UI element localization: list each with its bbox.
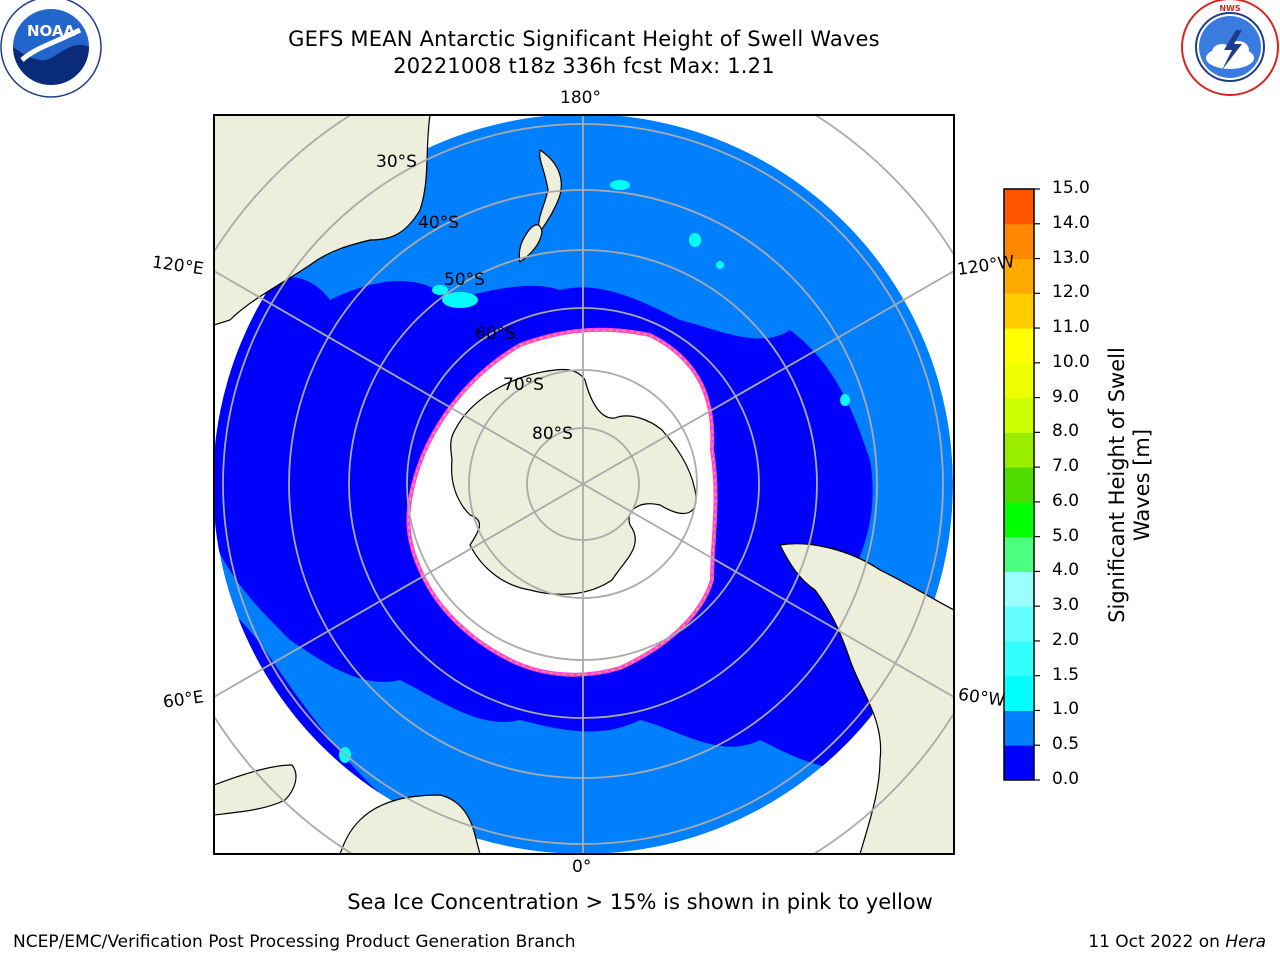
- footer-date: 11 Oct 2022 on Hera: [1088, 932, 1266, 952]
- map-frame: [213, 114, 955, 855]
- colorbar-title-line1: Significant Height of Swell: [1105, 347, 1129, 623]
- colorbar-title: Significant Height of Swell Waves [m]: [1105, 320, 1155, 650]
- chart-subtitle: 20221008 t18z 336h fcst Max: 1.21: [393, 54, 775, 78]
- colorbar-segment-8: [1004, 467, 1034, 503]
- footer-date-text: 11 Oct 2022 on: [1088, 932, 1226, 952]
- lon-label-180: 180°: [560, 88, 601, 108]
- lat-label-80s: 80°S: [532, 424, 573, 444]
- colorbar-segment-0: [1004, 745, 1034, 781]
- colorbar-tick-label: 7.0: [1052, 456, 1080, 477]
- colorbar-segment-10: [1004, 397, 1034, 433]
- colorbar-tick-label: 4.0: [1052, 560, 1080, 581]
- colorbar-segment-13: [1004, 293, 1034, 329]
- colorbar-segment-16: [1004, 189, 1034, 225]
- lon-label-0: 0°: [572, 857, 592, 877]
- colorbar-tick-label: 9.0: [1052, 386, 1080, 407]
- lat-label-60s: 60°S: [475, 324, 516, 344]
- colorbar-tick-label: 3.0: [1052, 595, 1080, 616]
- colorbar-segment-9: [1004, 432, 1034, 468]
- antarctica-landmass: [450, 368, 697, 595]
- colorbar-segment-14: [1004, 258, 1034, 294]
- colorbar-segment-1: [1004, 710, 1034, 746]
- footer-host: Hera: [1225, 932, 1266, 952]
- colorbar-tick-label: 10.0: [1052, 351, 1090, 372]
- lat-label-40s: 40°S: [418, 213, 459, 233]
- noaa-logo: NOAA: [0, 0, 102, 98]
- colorbar-tick-label: 6.0: [1052, 490, 1080, 511]
- colorbar-segment-2: [1004, 675, 1034, 711]
- colorbar-tick-label: 12.0: [1052, 282, 1090, 303]
- colorbar-tick-label: 0.5: [1052, 734, 1080, 755]
- colorbar: [1004, 188, 1040, 781]
- colorbar-tick-label: 8.0: [1052, 421, 1080, 442]
- colorbar-segment-7: [1004, 501, 1034, 538]
- colorbar-tick-label: 13.0: [1052, 247, 1090, 268]
- nws-logo: NWS: [1181, 0, 1279, 96]
- svg-text:NWS: NWS: [1219, 4, 1241, 13]
- colorbar-tick-label: 1.0: [1052, 699, 1080, 720]
- lat-label-50s: 50°S: [444, 270, 485, 290]
- sea-ice-note: Sea Ice Concentration > 15% is shown in …: [347, 890, 933, 914]
- colorbar-segment-4: [1004, 606, 1034, 642]
- colorbar-tick-label: 5.0: [1052, 525, 1080, 546]
- colorbar-segment-15: [1004, 223, 1034, 260]
- meridian-lines: [214, 115, 954, 854]
- lat-label-30s: 30°S: [376, 152, 417, 172]
- colorbar-tick-label: 1.5: [1052, 664, 1080, 685]
- chart-title: GEFS MEAN Antarctic Significant Height o…: [288, 27, 880, 51]
- colorbar-segment-12: [1004, 328, 1034, 364]
- colorbar-segment-11: [1004, 362, 1034, 399]
- colorbar-tick-label: 0.0: [1052, 769, 1080, 789]
- noaa-logo-text: NOAA: [27, 22, 76, 40]
- colorbar-frame: [1003, 188, 1035, 781]
- colorbar-segment-5: [1004, 571, 1034, 607]
- colorbar-segment-6: [1004, 536, 1034, 572]
- colorbar-title-line2: Waves [m]: [1130, 428, 1154, 542]
- colorbar-tick-label: 15.0: [1052, 178, 1090, 198]
- sea-ice-edge-orange: [407, 329, 717, 676]
- lat-label-70s: 70°S: [503, 375, 544, 395]
- colorbar-tick-label: 2.0: [1052, 629, 1080, 650]
- colorbar-tick-label: 11.0: [1052, 317, 1090, 338]
- colorbar-tick-label: 14.0: [1052, 212, 1090, 233]
- footer-credit: NCEP/EMC/Verification Post Processing Pr…: [13, 932, 576, 952]
- colorbar-segment-3: [1004, 640, 1034, 677]
